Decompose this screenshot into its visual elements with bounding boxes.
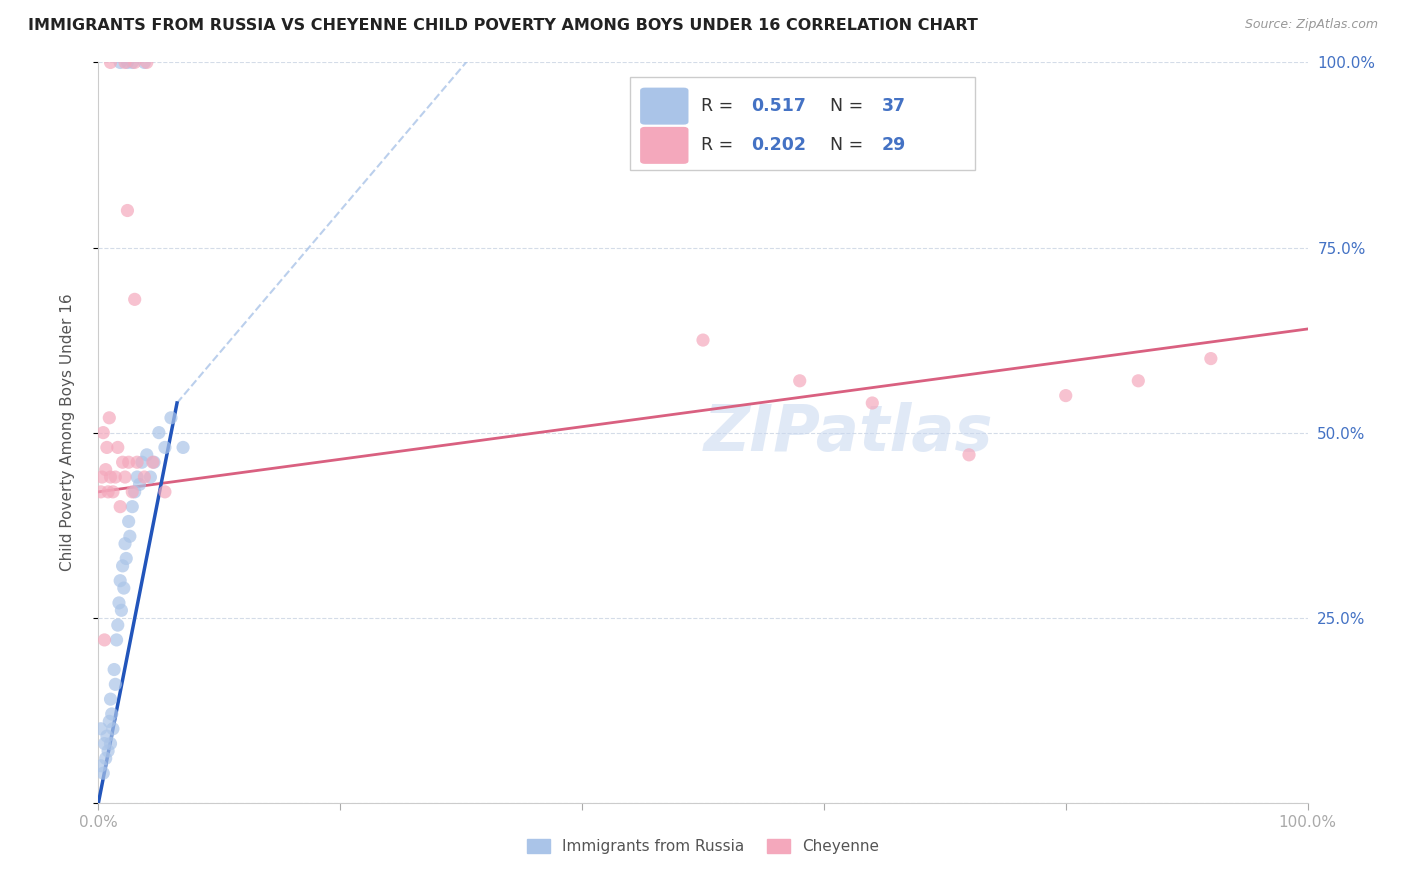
- Point: [100, 706, 122, 721]
- FancyBboxPatch shape: [640, 87, 689, 125]
- Text: N =: N =: [830, 97, 869, 115]
- Point: [160, 410, 183, 425]
- Point: [94, 751, 117, 765]
- Point: [93, 632, 115, 647]
- Y-axis label: Child Poverty Among Boys Under 16: Child Poverty Among Boys Under 16: [60, 293, 75, 572]
- Point: [121, 500, 143, 514]
- FancyBboxPatch shape: [630, 78, 976, 169]
- Point: [98, 714, 121, 729]
- Point: [101, 484, 124, 499]
- Point: [118, 529, 141, 543]
- Point: [90, 484, 112, 499]
- Point: [103, 663, 125, 677]
- Point: [105, 632, 128, 647]
- Point: [97, 744, 120, 758]
- Point: [153, 441, 176, 455]
- Point: [94, 462, 117, 476]
- Point: [121, 484, 143, 499]
- Point: [93, 737, 115, 751]
- Point: [114, 55, 136, 70]
- Point: [121, 55, 143, 70]
- Point: [110, 603, 132, 617]
- Point: [789, 374, 811, 388]
- Point: [692, 333, 714, 347]
- Text: N =: N =: [830, 136, 869, 154]
- Point: [1054, 388, 1077, 402]
- FancyBboxPatch shape: [640, 127, 689, 164]
- Point: [1199, 351, 1222, 366]
- Point: [104, 470, 127, 484]
- Point: [108, 55, 131, 70]
- Point: [135, 448, 157, 462]
- Text: R =: R =: [700, 136, 738, 154]
- Point: [1128, 374, 1150, 388]
- Point: [115, 551, 138, 566]
- Point: [91, 470, 114, 484]
- Point: [114, 536, 136, 550]
- Point: [97, 484, 120, 499]
- Point: [107, 618, 129, 632]
- Text: 37: 37: [882, 97, 905, 115]
- Point: [111, 558, 134, 573]
- Point: [118, 455, 141, 469]
- Point: [96, 729, 118, 743]
- Point: [124, 484, 146, 499]
- Point: [127, 470, 149, 484]
- Point: [100, 55, 122, 70]
- Point: [101, 722, 124, 736]
- Point: [153, 484, 176, 499]
- Point: [90, 758, 112, 772]
- Point: [91, 766, 114, 780]
- Point: [128, 477, 150, 491]
- Point: [148, 425, 170, 440]
- Point: [143, 455, 166, 469]
- Text: IMMIGRANTS FROM RUSSIA VS CHEYENNE CHILD POVERTY AMONG BOYS UNDER 16 CORRELATION: IMMIGRANTS FROM RUSSIA VS CHEYENNE CHILD…: [28, 18, 979, 33]
- Point: [124, 293, 146, 307]
- Point: [127, 455, 149, 469]
- Point: [108, 500, 131, 514]
- Point: [100, 737, 122, 751]
- Point: [139, 470, 162, 484]
- Text: ZIPatlas: ZIPatlas: [703, 401, 993, 464]
- Point: [104, 677, 127, 691]
- Text: R =: R =: [700, 97, 738, 115]
- Point: [134, 470, 156, 484]
- Point: [957, 448, 980, 462]
- Point: [90, 722, 112, 736]
- Text: 0.517: 0.517: [751, 97, 806, 115]
- Point: [91, 425, 114, 440]
- Point: [100, 470, 122, 484]
- Point: [118, 515, 141, 529]
- Point: [117, 55, 139, 70]
- Point: [108, 574, 131, 588]
- Point: [117, 203, 139, 218]
- Point: [112, 581, 135, 595]
- Point: [107, 441, 129, 455]
- Point: [111, 455, 134, 469]
- Point: [135, 55, 157, 70]
- Point: [134, 55, 156, 70]
- Text: 29: 29: [882, 136, 907, 154]
- Point: [108, 596, 131, 610]
- Point: [172, 441, 194, 455]
- Point: [98, 410, 121, 425]
- Point: [860, 396, 883, 410]
- Point: [114, 470, 136, 484]
- Text: Source: ZipAtlas.com: Source: ZipAtlas.com: [1244, 18, 1378, 31]
- Legend: Immigrants from Russia, Cheyenne: Immigrants from Russia, Cheyenne: [519, 831, 887, 862]
- Point: [131, 455, 153, 469]
- Point: [124, 55, 146, 70]
- Text: 0.202: 0.202: [751, 136, 807, 154]
- Point: [96, 441, 118, 455]
- Point: [100, 692, 122, 706]
- Point: [142, 455, 165, 469]
